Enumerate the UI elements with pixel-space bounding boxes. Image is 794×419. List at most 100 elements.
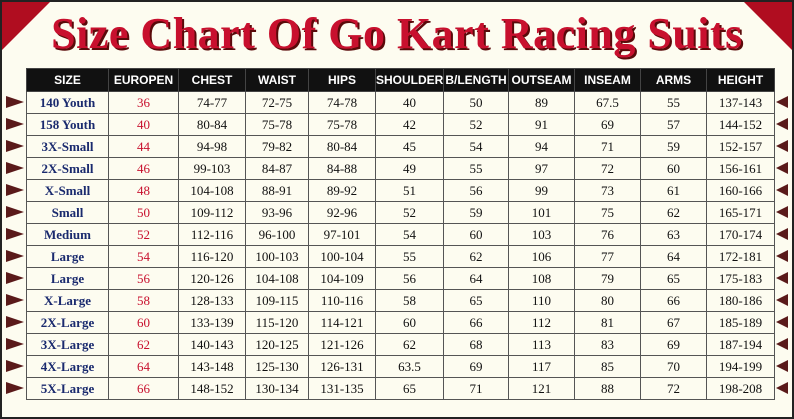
table-cell: 104-108: [178, 179, 246, 202]
table-cell: 172-181: [706, 245, 775, 268]
table-cell: 4X-Large: [26, 355, 109, 378]
table-cell: 97: [508, 157, 575, 180]
table-cell: 77: [574, 245, 641, 268]
row-pointer: [776, 316, 788, 328]
table-cell: 110-116: [308, 289, 376, 312]
row-pointer: [776, 272, 788, 284]
table-cell: 75-78: [308, 113, 376, 136]
table-cell: 75: [574, 201, 641, 224]
table-cell: 140-143: [178, 333, 246, 356]
table-cell: 52: [443, 113, 509, 136]
row-pointer: [6, 294, 24, 306]
column-header: HEIGHT: [706, 68, 775, 92]
table-cell: 194-199: [706, 355, 775, 378]
table-cell: 79-82: [245, 135, 309, 158]
table-cell: 71: [574, 135, 641, 158]
table-cell: 69: [640, 333, 707, 356]
table-cell: 48: [108, 179, 179, 202]
table-cell: 2X-Small: [26, 157, 109, 180]
table-cell: Small: [26, 201, 109, 224]
table-cell: 160-166: [706, 179, 775, 202]
table-cell: 92-96: [308, 201, 376, 224]
table-cell: 84-88: [308, 157, 376, 180]
table-cell: 137-143: [706, 91, 775, 114]
row-pointer: [6, 162, 24, 174]
table-cell: 94: [508, 135, 575, 158]
row-pointer: [776, 206, 788, 218]
table-row: 2X-Small 46 99-103 84-87 84-88 49 55 97 72 60 156-…: [26, 157, 775, 180]
table-cell: 67.5: [574, 91, 641, 114]
header-row: SIZE EUROPEN CHEST WAIST HIPS SHOULDER B/LENGT…: [26, 68, 775, 92]
column-header: SIZE: [26, 68, 109, 92]
table-cell: X-Large: [26, 289, 109, 312]
table-cell: 109-112: [178, 201, 246, 224]
table-cell: 72-75: [245, 91, 309, 114]
table-cell: 73: [574, 179, 641, 202]
table-cell: 126-131: [308, 355, 376, 378]
table-cell: 109-115: [245, 289, 309, 312]
table-cell: 56: [108, 267, 179, 290]
table-cell: 99-103: [178, 157, 246, 180]
table-cell: 61: [640, 179, 707, 202]
table-cell: 50: [443, 91, 509, 114]
table-cell: 131-135: [308, 377, 376, 400]
row-pointer: [776, 184, 788, 196]
table-cell: 128-133: [178, 289, 246, 312]
column-header: OUTSEAM: [508, 68, 575, 92]
table-cell: 130-134: [245, 377, 309, 400]
table-cell: 110: [508, 289, 575, 312]
table-cell: 187-194: [706, 333, 775, 356]
table-cell: 54: [375, 223, 444, 246]
table-cell: 91: [508, 113, 575, 136]
table-cell: 81: [574, 311, 641, 334]
table-cell: 180-186: [706, 289, 775, 312]
table-cell: 40: [108, 113, 179, 136]
table-cell: 100-104: [308, 245, 376, 268]
table-cell: 50: [108, 201, 179, 224]
row-pointer: [776, 118, 788, 130]
table-cell: 36: [108, 91, 179, 114]
table-cell: 80-84: [308, 135, 376, 158]
column-header: SHOULDER: [375, 68, 444, 92]
table-cell: 120-126: [178, 267, 246, 290]
table-cell: Large: [26, 267, 109, 290]
table-cell: 63: [640, 223, 707, 246]
table-cell: 96-100: [245, 223, 309, 246]
table-cell: 65: [443, 289, 509, 312]
table-cell: 60: [375, 311, 444, 334]
table-cell: 114-121: [308, 311, 376, 334]
row-pointer: [6, 360, 24, 372]
row-pointer: [6, 272, 24, 284]
table-cell: 68: [443, 333, 509, 356]
row-pointer: [776, 294, 788, 306]
table-cell: 64: [640, 245, 707, 268]
size-table: SIZE EUROPEN CHEST WAIST HIPS SHOULDER B/LENGT…: [26, 68, 775, 400]
table-cell: 58: [108, 289, 179, 312]
table-row: 4X-Large 64 143-148 125-130 126-131 63.5 69 117…: [26, 355, 775, 378]
table-cell: 104-108: [245, 267, 309, 290]
table-cell: 52: [375, 201, 444, 224]
table-cell: 58: [375, 289, 444, 312]
table-cell: 75-78: [245, 113, 309, 136]
table-cell: 80: [574, 289, 641, 312]
row-pointer: [6, 96, 24, 108]
table-cell: 44: [108, 135, 179, 158]
table-cell: 80-84: [178, 113, 246, 136]
row-pointer: [6, 206, 24, 218]
row-pointer: [776, 250, 788, 262]
table-cell: 144-152: [706, 113, 775, 136]
row-pointer: [6, 250, 24, 262]
table-cell: 89-92: [308, 179, 376, 202]
table-cell: 103: [508, 223, 575, 246]
table-cell: 72: [574, 157, 641, 180]
column-header: HIPS: [308, 68, 376, 92]
row-pointer: [776, 382, 788, 394]
table-cell: 3X-Small: [26, 135, 109, 158]
table-cell: 106: [508, 245, 575, 268]
column-header: EUROPEN: [108, 68, 179, 92]
title: Size Chart Of Go Kart Racing Suits: [51, 9, 743, 58]
table-cell: 94-98: [178, 135, 246, 158]
table-cell: 40: [375, 91, 444, 114]
